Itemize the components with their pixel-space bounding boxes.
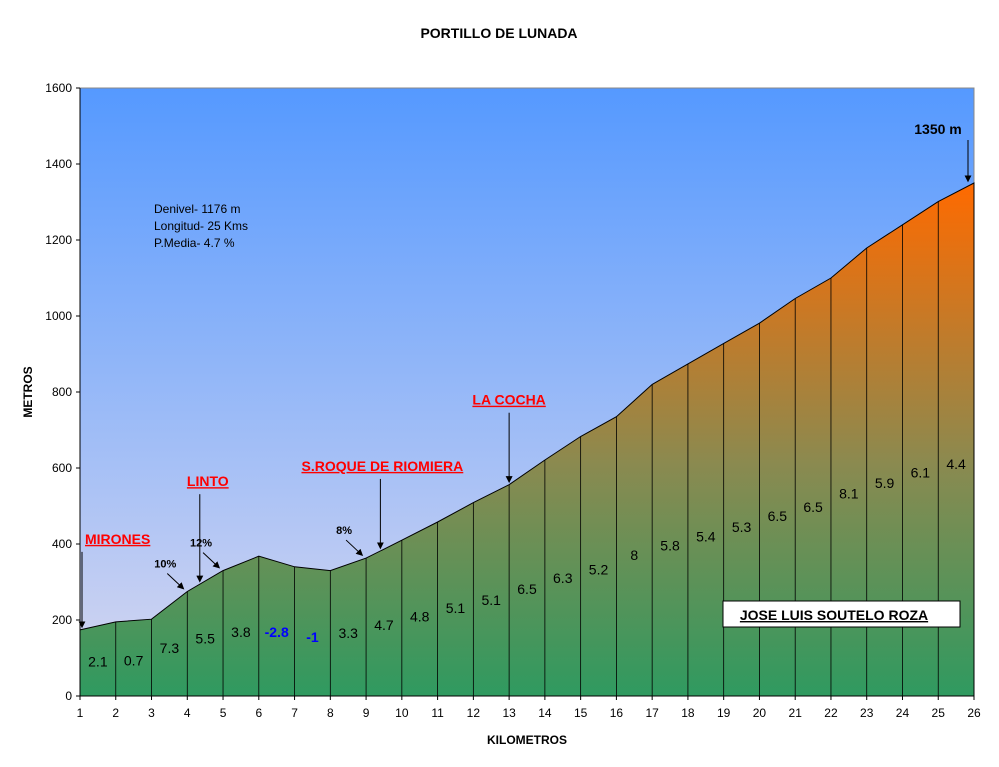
y-tick-label: 600 [52,461,72,475]
y-tick-label: 0 [65,689,72,703]
chart-title: PORTILLO DE LUNADA [420,25,577,41]
segment-slope-label: 5.3 [732,519,752,535]
x-tick-label: 15 [574,706,588,720]
segment-slope-label: 6.5 [803,499,823,515]
x-tick-label: 5 [220,706,227,720]
x-tick-label: 18 [681,706,695,720]
place-label: MIRONES [85,531,150,547]
segment-slope-label: 5.4 [696,528,716,544]
segment-slope-label: 4.8 [410,609,430,625]
author-label: JOSE LUIS SOUTELO ROZA [740,607,928,623]
segment-slope-label: 5.1 [482,592,502,608]
segment-slope-label: 5.8 [660,538,680,554]
y-tick-label: 1200 [45,233,72,247]
y-tick-label: 800 [52,385,72,399]
place-label: LA COCHA [472,392,545,408]
x-tick-label: 3 [148,706,155,720]
place-label: S.ROQUE DE RIOMIERA [301,458,463,474]
x-tick-label: 24 [896,706,910,720]
ramp-arrow [202,552,221,569]
segment-slope-label: 5.5 [195,631,215,647]
segment-slope-label: 3.8 [231,624,251,640]
x-tick-label: 9 [363,706,370,720]
x-tick-labels: 1 2 3 4 5 6 7 8 9 10 11 12 13 14 15 16 17 18 19 20 21 22 23 24 2… [77,696,981,720]
x-tick-label: 6 [255,706,262,720]
y-tick-label: 200 [52,613,72,627]
ramp-label: 8% [336,525,352,537]
x-tick-label: 21 [789,706,803,720]
segment-slope-label: 4.4 [946,456,966,472]
segment-slope-label: 8 [630,547,638,563]
x-tick-label: 23 [860,706,874,720]
author-box-frame [722,600,961,628]
segment-slope-label: 3.3 [338,625,358,641]
segment-slope-label: 0.7 [124,653,144,669]
segment-slope-label: -1 [306,629,319,645]
place-label: LINTO [187,473,229,489]
author-box: JOSE LUIS SOUTELO ROZA [722,600,961,628]
x-tick-label: 19 [717,706,731,720]
segment-slope-label: 6.5 [517,581,537,597]
info-line-denivel: Denivel- 1176 m [154,202,240,216]
x-tick-label: 7 [291,706,298,720]
y-tick-label: 1000 [45,309,72,323]
segment-slope-label: 2.1 [88,654,108,670]
segment-slope-label: 6.3 [553,570,573,586]
info-box: Denivel- 1176 m Longitud- 25 Kms P.Media… [154,202,248,250]
x-tick-label: 1 [77,706,84,720]
segment-slope-label: 5.9 [875,475,895,491]
x-tick-label: 17 [645,706,659,720]
segment-slope-label: 5.1 [446,600,466,616]
ramp-labels: 10% 12% 8% [154,525,364,590]
ramp-label: 12% [190,538,212,550]
segment-slope-label: 4.7 [374,617,394,633]
segment-slope-label: 6.5 [768,508,788,524]
x-tick-label: 14 [538,706,552,720]
x-tick-label: 12 [467,706,481,720]
segment-slope-labels: 2.1 0.7 7.3 5.5 3.8 -2.8 -1 3.3 4.7 4.8 5.1 5.1 6.5 6… [88,456,966,670]
x-tick-label: 22 [824,706,838,720]
x-tick-label: 16 [610,706,624,720]
ramp-label: 10% [154,559,176,571]
x-tick-label: 25 [932,706,946,720]
summit-label: 1350 m [914,121,961,137]
info-line-media: P.Media- 4.7 % [154,236,235,250]
x-axis-label: KILOMETROS [487,733,567,747]
summit-marker: 1350 m [914,121,972,183]
x-tick-label: 26 [967,706,981,720]
x-tick-label: 11 [431,706,444,720]
segment-slope-label: 5.2 [589,561,609,577]
segment-slope-label: -2.8 [265,624,289,640]
x-tick-label: 20 [753,706,767,720]
y-tick-labels: 0 200 400 600 800 1000 1200 1400 1600 [45,81,80,703]
y-tick-label: 1400 [45,157,72,171]
x-tick-label: 10 [395,706,409,720]
ramp-arrow [166,573,185,590]
place-labels: MIRONES LINTO S.ROQUE DE RIOMIERA LA COCHA [78,392,546,629]
ramp-arrow [345,539,364,557]
y-axis-label: METROS [21,366,35,417]
x-tick-label: 8 [327,706,334,720]
x-tick-label: 4 [184,706,191,720]
segment-slope-label: 8.1 [839,485,859,501]
y-tick-label: 1600 [45,81,72,95]
x-tick-label: 13 [502,706,516,720]
info-line-longitud: Longitud- 25 Kms [154,219,248,233]
segment-slope-label: 6.1 [911,465,931,481]
y-tick-label: 400 [52,537,72,551]
segment-slope-label: 7.3 [160,640,180,656]
x-tick-label: 2 [112,706,119,720]
